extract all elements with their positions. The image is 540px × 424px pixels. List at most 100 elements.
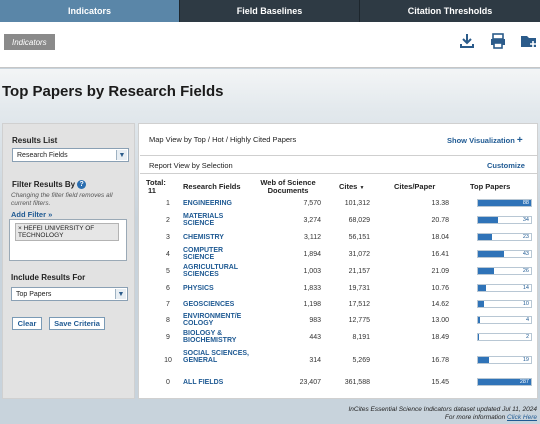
add-filter-link[interactable]: Add Filter »	[11, 210, 53, 219]
col-header-research-fields[interactable]: Research Fields	[183, 182, 241, 191]
row-cites: 68,029	[348, 216, 370, 224]
top-papers-bar-fill	[478, 285, 487, 291]
row-field-link[interactable]: ENGINEERING	[183, 199, 233, 207]
plus-icon: +	[516, 135, 523, 146]
top-papers-value: 23	[522, 234, 529, 240]
row-field-link[interactable]: CHEMISTRY	[183, 233, 224, 241]
print-icon[interactable]	[489, 32, 507, 50]
top-papers-bar[interactable]: 88	[477, 199, 532, 207]
col-header-documents[interactable]: Web of Science Documents	[260, 178, 316, 195]
row-field-link[interactable]: MATERIALS SCIENCE	[183, 213, 224, 227]
top-papers-value: 34	[522, 217, 529, 223]
row-rank: 9	[166, 333, 170, 341]
top-papers-bar[interactable]: 19	[477, 356, 532, 364]
row-documents: 1,833	[303, 284, 321, 292]
row-rank: 0	[166, 378, 170, 386]
col-header-top-papers[interactable]: Top Papers	[470, 182, 511, 191]
more-info-prefix: For more information	[444, 414, 506, 421]
dataset-updated-note: InCites Essential Science Indicators dat…	[348, 406, 538, 413]
download-icon[interactable]	[458, 32, 476, 50]
row-cites: 56,151	[348, 233, 370, 241]
top-papers-value: 14	[522, 285, 529, 291]
top-papers-bar-fill	[478, 357, 490, 363]
tab-indicators[interactable]: Indicators	[0, 0, 180, 22]
row-field-link[interactable]: BIOLOGY & BIOCHEMISTRY	[183, 330, 237, 344]
filter-panel: Results List Research Fields ▼ Filter Re…	[2, 123, 135, 399]
row-cites-per-paper: 10.76	[431, 284, 449, 292]
divider	[140, 155, 538, 156]
top-papers-value: 287	[519, 379, 529, 385]
top-papers-value: 88	[522, 200, 529, 206]
more-info-line: For more information Click Here	[349, 414, 537, 422]
click-here-link[interactable]: Click Here	[507, 414, 537, 421]
row-field-link[interactable]: ENVIRONMENT/E COLOGY	[183, 313, 242, 327]
row-cites: 101,312	[344, 199, 370, 207]
row-cites-per-paper: 15.45	[431, 378, 449, 386]
row-rank: 10	[164, 356, 172, 364]
row-rank: 7	[166, 300, 170, 308]
top-papers-bar[interactable]: 4	[477, 316, 532, 324]
top-papers-bar[interactable]: 23	[477, 233, 532, 241]
customize-link[interactable]: Customize	[487, 161, 525, 170]
row-field-link[interactable]: GEOSCIENCES	[183, 300, 235, 308]
include-results-value: Top Papers	[16, 290, 52, 298]
footer: InCites Essential Science Indicators dat…	[349, 406, 538, 422]
top-papers-value: 26	[522, 268, 529, 274]
show-visualization-link[interactable]: Show Visualization +	[447, 135, 523, 146]
row-cites-per-paper: 21.09	[431, 267, 449, 275]
results-list-select[interactable]: Research Fields ▼	[12, 148, 129, 162]
top-papers-bar[interactable]: 43	[477, 250, 532, 258]
top-papers-bar-fill	[478, 317, 481, 323]
tab-field-baselines[interactable]: Field Baselines	[180, 0, 360, 22]
row-cites: 12,775	[348, 316, 370, 324]
row-field-link[interactable]: COMPUTER SCIENCE	[183, 247, 224, 261]
row-documents: 314	[309, 356, 321, 364]
help-icon[interactable]: ?	[77, 180, 87, 190]
col-header-cites[interactable]: Cites ▼	[339, 183, 364, 192]
breadcrumb[interactable]: Indicators	[4, 34, 55, 50]
header-bar: Indicators	[0, 22, 540, 68]
total-value: 11	[148, 186, 156, 195]
top-papers-value: 4	[525, 317, 529, 323]
clear-button[interactable]: Clear	[12, 317, 42, 330]
row-field-link[interactable]: PHYSICS	[183, 284, 214, 292]
tab-citation-thresholds[interactable]: Citation Thresholds	[407, 6, 493, 16]
top-papers-bar[interactable]: 26	[477, 267, 532, 275]
include-results-select[interactable]: Top Papers ▼	[11, 287, 128, 301]
save-criteria-button[interactable]: Save Criteria	[49, 317, 105, 330]
report-view-label: Report View by Selection	[149, 161, 233, 170]
row-rank: 8	[166, 316, 170, 324]
top-papers-bar[interactable]: 287	[477, 378, 532, 386]
filter-results-label-text: Filter Results By	[12, 180, 76, 189]
row-cites-per-paper: 16.41	[431, 250, 449, 258]
top-papers-bar[interactable]: 2	[477, 333, 532, 341]
top-papers-bar[interactable]: 34	[477, 216, 532, 224]
sort-desc-icon: ▼	[359, 185, 365, 191]
include-results-label: Include Results For	[11, 273, 86, 282]
row-cites-per-paper: 18.49	[431, 333, 449, 341]
row-documents: 7,570	[303, 199, 321, 207]
row-field-link[interactable]: AGRICULTURAL SCIENCES	[183, 264, 238, 278]
top-papers-bar-fill	[478, 268, 494, 274]
row-rank: 6	[166, 284, 170, 292]
filter-chip[interactable]: × HEFEI UNIVERSITY OF TECHNOLOGY	[15, 223, 119, 241]
results-panel: Map View by Top / Hot / Highly Cited Pap…	[138, 123, 538, 399]
row-field-link[interactable]: ALL FIELDS	[183, 378, 224, 386]
row-cites: 361,588	[344, 378, 370, 386]
row-field-link[interactable]: SOCIAL SCIENCES, GENERAL	[183, 349, 249, 364]
top-papers-bar-fill	[478, 379, 531, 385]
row-documents: 3,112	[304, 233, 321, 241]
row-documents: 1,198	[303, 300, 321, 308]
show-visualization-label: Show Visualization	[447, 136, 515, 145]
col-header-cites-per-paper[interactable]: Cites/Paper	[394, 182, 436, 191]
add-folder-icon[interactable]	[519, 32, 539, 50]
top-papers-bar-fill	[478, 200, 531, 206]
top-papers-value: 19	[522, 357, 529, 363]
row-documents: 1,894	[303, 250, 321, 258]
results-list-value: Research Fields	[17, 151, 68, 159]
row-rank: 3	[166, 233, 170, 241]
top-papers-bar[interactable]: 10	[477, 300, 532, 308]
row-cites: 21,157	[348, 267, 370, 275]
row-cites-per-paper: 16.78	[431, 356, 449, 364]
top-papers-bar[interactable]: 14	[477, 284, 532, 292]
